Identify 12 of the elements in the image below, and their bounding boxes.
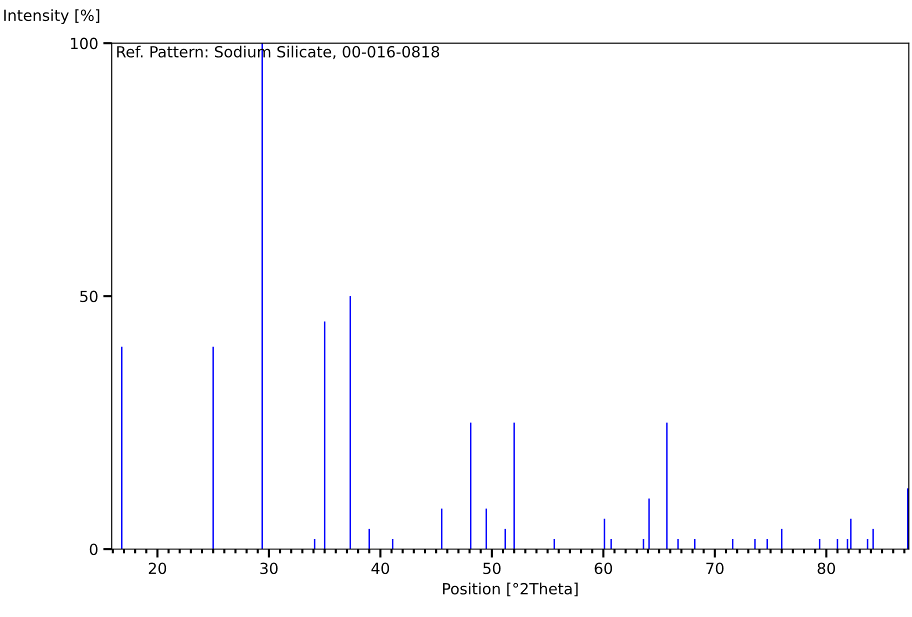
x-tick-label: 40 [371,562,390,574]
x-tick-label: 60 [594,562,612,574]
x-tick-label: 30 [260,562,278,574]
x-tick-label: 70 [706,562,724,574]
y-tick-label: 0 [90,544,98,556]
y-tick-label: 100 [71,38,98,50]
x-tick-label: 80 [818,562,836,574]
x-tick-label: 20 [148,562,166,574]
x-tick-label: 50 [483,562,501,574]
y-axis-title: Intensity [%] [4,9,100,24]
y-tick-label: 50 [80,290,98,302]
x-axis-title: Position [°2Theta] [443,582,578,596]
